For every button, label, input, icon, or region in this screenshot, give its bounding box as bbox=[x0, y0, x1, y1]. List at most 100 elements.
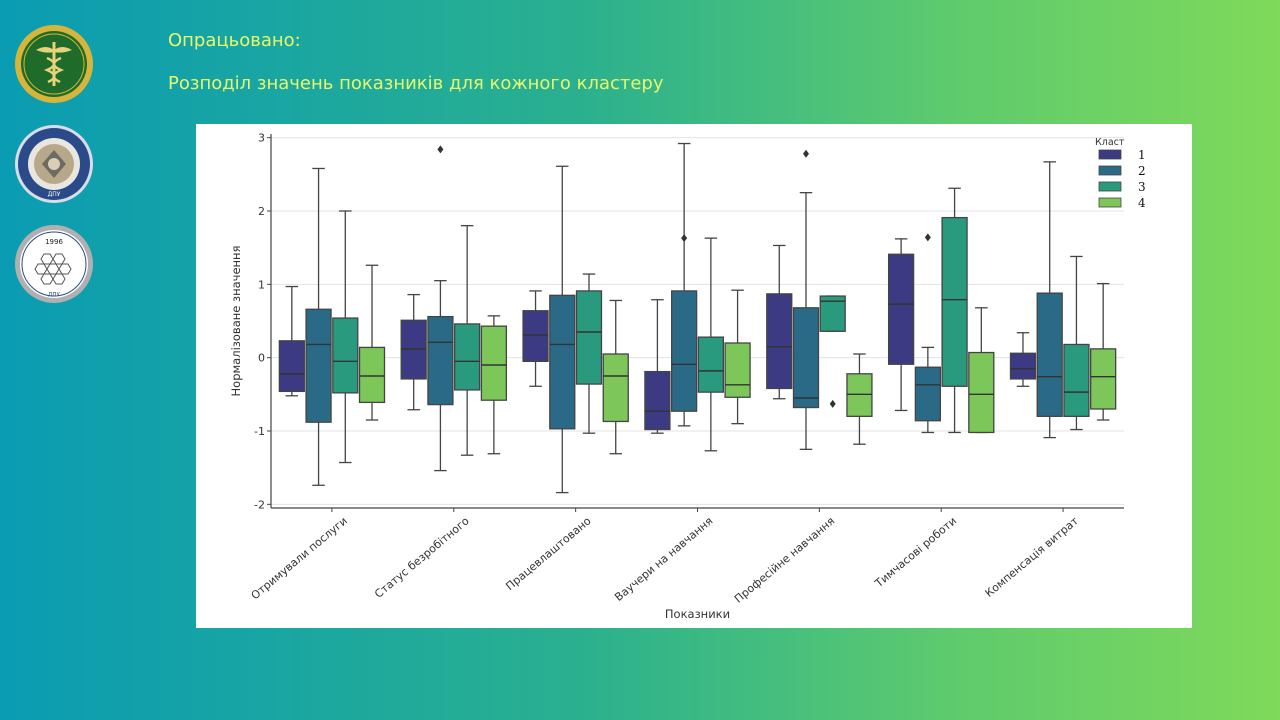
box-layer bbox=[278, 142, 1117, 494]
box-iqr bbox=[575, 290, 603, 385]
box-iqr bbox=[1090, 348, 1117, 410]
box-iqr bbox=[819, 295, 846, 332]
box-iqr bbox=[1063, 343, 1090, 417]
box-iqr bbox=[941, 216, 968, 387]
box-cluster-3 bbox=[454, 225, 481, 456]
box-iqr bbox=[522, 310, 549, 362]
seal-text: ДПУ bbox=[48, 191, 61, 198]
slide-subheading: Розподіл значень показників для кожного … bbox=[168, 73, 664, 94]
box-iqr bbox=[454, 323, 481, 391]
box-cluster-1 bbox=[1009, 332, 1037, 387]
outlier-point bbox=[437, 145, 444, 154]
x-tick-label: Тимчасові роботи bbox=[872, 514, 959, 590]
box-iqr bbox=[332, 317, 359, 394]
y-axis-label: Нормалізоване значення bbox=[229, 246, 243, 397]
legend-label-2: 2 bbox=[1138, 164, 1146, 178]
slide-heading: Опрацьовано: bbox=[168, 30, 301, 51]
box-cluster-1 bbox=[522, 290, 549, 387]
legend-title: Класт bbox=[1095, 137, 1125, 148]
box-iqr bbox=[305, 308, 332, 423]
x-tick-label: Працевлаштовано bbox=[503, 514, 593, 593]
box-cluster-2 bbox=[549, 165, 576, 494]
legend: Класт 1 2 3 4 bbox=[1095, 137, 1146, 210]
box-cluster-3 bbox=[1063, 255, 1090, 431]
box-cluster-2 bbox=[1036, 161, 1063, 439]
y-tick-label: -1 bbox=[254, 425, 265, 438]
university-seal-icon: ДПУ bbox=[14, 124, 94, 204]
outlier-point bbox=[802, 149, 809, 158]
box-cluster-2 bbox=[792, 149, 820, 450]
box-cluster-4 bbox=[846, 353, 873, 445]
axis-layer: -2 -1 0 1 2 3 bbox=[254, 132, 1124, 512]
box-cluster-1 bbox=[887, 238, 915, 412]
box-iqr bbox=[766, 293, 793, 390]
legend-swatch-1 bbox=[1098, 149, 1122, 160]
box-iqr bbox=[549, 294, 576, 430]
box-cluster-1 bbox=[278, 285, 305, 397]
y-tick-label: 3 bbox=[258, 132, 265, 145]
box-iqr bbox=[846, 373, 873, 417]
x-axis-label: Показники bbox=[665, 607, 730, 621]
box-iqr bbox=[278, 340, 305, 393]
box-cluster-4 bbox=[724, 289, 751, 425]
box-iqr bbox=[670, 290, 698, 412]
box-cluster-2 bbox=[427, 145, 454, 472]
legend-label-3: 3 bbox=[1138, 180, 1146, 194]
box-cluster-2 bbox=[914, 233, 941, 434]
chart-panel: -2 -1 0 1 2 3 Отримували послуги Статус безроб… bbox=[196, 124, 1192, 628]
legend-swatch-4 bbox=[1098, 197, 1122, 208]
box-iqr bbox=[697, 336, 725, 393]
y-tick-label: 2 bbox=[258, 205, 265, 218]
outlier-point bbox=[924, 233, 931, 242]
box-cluster-3 bbox=[575, 273, 603, 434]
legend-label-4: 4 bbox=[1138, 196, 1146, 210]
x-tick-label: Ваучери на навчання bbox=[612, 514, 715, 604]
x-tick-labels: Отримували послуги Статус безробітного Пра… bbox=[249, 514, 1082, 606]
box-cluster-2 bbox=[305, 167, 332, 486]
box-iqr bbox=[1009, 352, 1037, 380]
grid-layer bbox=[271, 137, 1124, 505]
box-cluster-1 bbox=[766, 244, 793, 400]
y-tick-label: 0 bbox=[258, 352, 265, 365]
box-cluster-4 bbox=[480, 315, 508, 455]
box-iqr bbox=[427, 315, 454, 406]
box-cluster-4 bbox=[358, 264, 386, 421]
box-cluster-4 bbox=[602, 299, 629, 455]
faculty-seal-icon: 1996 ДПУ bbox=[14, 224, 94, 304]
box-cluster-1 bbox=[644, 299, 671, 434]
box-iqr bbox=[724, 342, 751, 398]
outlier-point bbox=[681, 234, 688, 243]
outlier-point bbox=[829, 399, 836, 408]
seal-subtext: ДПУ bbox=[48, 292, 60, 298]
box-cluster-3 bbox=[697, 237, 725, 452]
x-tick-label: Компенсація витрат bbox=[983, 514, 1082, 600]
box-iqr bbox=[914, 366, 941, 422]
box-iqr bbox=[480, 325, 508, 401]
box-cluster-2 bbox=[670, 142, 698, 427]
legend-swatch-3 bbox=[1098, 181, 1122, 192]
legend-label-1: 1 bbox=[1138, 148, 1146, 162]
box-cluster-3 bbox=[941, 187, 968, 434]
x-tick-label: Професійне навчання bbox=[732, 514, 837, 605]
box-iqr bbox=[792, 307, 820, 409]
box-cluster-3 bbox=[819, 295, 846, 408]
box-iqr bbox=[1036, 292, 1063, 417]
caduceus-emblem-icon bbox=[14, 24, 94, 104]
box-iqr bbox=[400, 319, 427, 380]
y-tick-label: 1 bbox=[258, 278, 265, 291]
boxplot-chart: -2 -1 0 1 2 3 Отримували послуги Статус безроб… bbox=[229, 132, 1146, 621]
box-cluster-3 bbox=[332, 210, 359, 464]
box-iqr bbox=[968, 351, 995, 434]
x-tick-label: Статус безробітного bbox=[372, 514, 472, 601]
legend-swatch-2 bbox=[1098, 165, 1122, 176]
box-cluster-4 bbox=[1090, 282, 1117, 421]
seal-year: 1996 bbox=[45, 238, 63, 246]
logo-column: ДПУ 1996 ДПУ bbox=[14, 24, 96, 324]
box-iqr bbox=[602, 353, 629, 423]
y-tick-label: -2 bbox=[254, 498, 265, 511]
box-iqr bbox=[358, 346, 386, 404]
box-iqr bbox=[887, 253, 915, 365]
box-cluster-1 bbox=[400, 293, 427, 411]
box-cluster-4 bbox=[968, 307, 995, 434]
x-tick-label: Отримували послуги bbox=[249, 514, 350, 602]
